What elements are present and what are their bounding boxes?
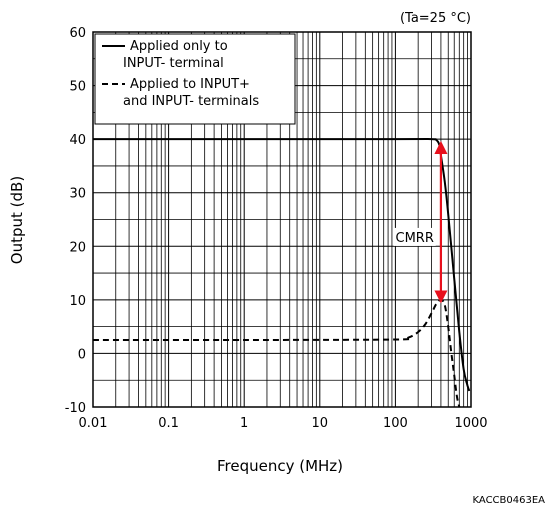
series-line-input-both <box>92 298 461 408</box>
x-tick-label: 0.01 <box>79 416 108 431</box>
cmrr-label-background <box>393 227 436 246</box>
y-tick-label: 50 <box>69 80 86 95</box>
legend-entry-label: and INPUT- terminals <box>123 94 259 109</box>
legend-box <box>94 33 296 125</box>
annotation-layer: CMRR <box>393 140 448 304</box>
x-axis-label: Frequency (MHz) <box>217 457 343 475</box>
cmrr-label: CMRR <box>396 231 434 246</box>
legend-entry-label: Applied only to <box>130 39 228 54</box>
x-tick-label: 1000 <box>454 416 487 431</box>
x-tick-label: 10 <box>312 416 329 431</box>
tick-labels: 0.01 0.1 1 10 100 1000 -10 0 10 20 30 40 50 60 <box>65 26 488 431</box>
y-tick-label: 20 <box>69 240 86 255</box>
y-axis-label: Output (dB) <box>8 176 26 264</box>
y-tick-label: 0 <box>78 347 86 362</box>
y-tick-label: 30 <box>69 187 86 202</box>
legend: Applied only to INPUT- terminal Applied to… <box>94 33 296 125</box>
figure-code: KACCB0463EA <box>473 495 546 506</box>
y-tick-label: 10 <box>69 294 86 309</box>
legend-entry-label: Applied to INPUT+ <box>130 77 250 92</box>
plot-frame <box>92 31 472 408</box>
y-tick-label: -10 <box>65 401 86 416</box>
y-tick-label: 40 <box>69 133 86 148</box>
legend-entry-label: INPUT- terminal <box>123 56 224 71</box>
x-tick-label: 0.1 <box>158 416 179 431</box>
y-tick-label: 60 <box>69 26 86 41</box>
condition-note: (Ta=25 °C) <box>400 11 471 26</box>
x-tick-label: 100 <box>383 416 408 431</box>
x-tick-label: 1 <box>240 416 248 431</box>
